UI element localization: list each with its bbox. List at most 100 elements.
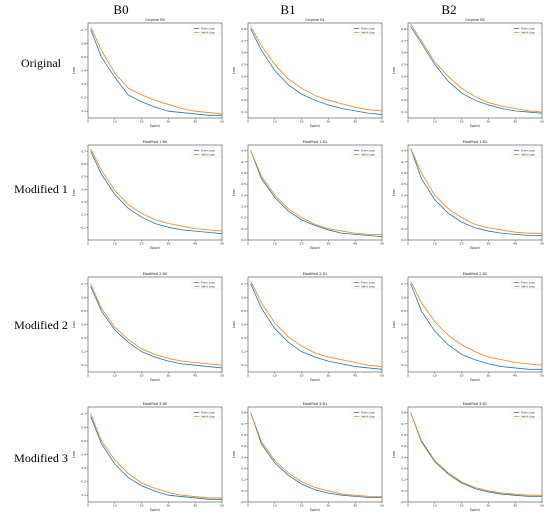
x-tick-label: 30 [326,374,330,378]
y-tick-label: 0.4 [241,193,246,197]
train-loss-line [90,29,222,116]
x-tick-label: 30 [486,504,490,508]
y-tick-label: 0.2 [401,98,406,102]
chart-modified1-b1: Modified 1 B1 0 10 20 30 40 50 0.0 0.1 0.2 0.3 0.4 0… [232,140,384,250]
y-tick-label: 0.1 [81,225,86,229]
x-tick-label: 20 [300,504,304,508]
legend-label: Valid Loss [361,285,375,289]
x-tick-label: 40 [513,374,517,378]
y-tick-label: 0.3 [401,86,406,90]
y-tick-label: 0.5 [241,444,246,448]
valid-loss-line [250,280,383,367]
y-tick-label: 0.2 [401,350,406,354]
valid-loss-line [250,412,382,497]
column-header-b0: B0 [113,2,129,17]
x-axis-label: Epoch [470,246,480,250]
legend-box [191,408,221,420]
x-tick-label: 10 [113,504,117,508]
x-tick-label: 0 [87,504,89,508]
y-tick-label: 0.6 [401,433,406,437]
y-tick-label: 0.5 [81,55,86,59]
x-tick-label: 40 [353,120,357,124]
chart-modified1-b0: Modified 1 B0 0 10 20 30 40 50 0.1 0.2 0.3 0.4 0.5 0… [72,140,224,250]
valid-loss-line [410,280,543,366]
y-tick-label: 0.1 [241,363,246,367]
legend-label: Train Loss [360,411,375,415]
x-tick-label: 40 [353,242,357,246]
legend-box [511,146,541,158]
row-header-modified-1: Modified 1 [14,182,68,196]
x-tick-label: 0 [247,120,249,124]
valid-loss-line [90,26,223,115]
chart-modified2-b0: Modified 2 B0 0 10 20 30 40 50 0.1 0.2 0.3 0.4 0.5 0… [72,272,224,382]
legend-label: Train Loss [520,27,535,31]
legend-label: Train Loss [200,411,215,415]
x-tick-label: 0 [247,242,249,246]
x-tick-label: 40 [193,120,197,124]
x-tick-label: 40 [353,374,357,378]
x-tick-label: 30 [166,374,170,378]
y-axis-label: Loss [232,189,236,196]
x-tick-label: 50 [380,504,384,508]
y-tick-label: 0.6 [81,295,86,299]
x-tick-label: 30 [166,504,170,508]
y-tick-label: 0.4 [241,74,246,78]
x-axis-label: Epoch [470,378,480,382]
y-tick-label: 0.7 [241,282,246,286]
legend-label: Train Loss [360,149,375,153]
y-tick-label: 0.2 [81,213,86,217]
y-axis-label: Loss [232,451,236,458]
y-tick-label: 0.3 [81,82,86,86]
y-tick-label: 0.8 [401,149,406,153]
legend-label: Valid Loss [361,415,375,419]
train-loss-line [410,283,542,370]
y-tick-label: 0.7 [241,422,246,426]
chart-modified3-b2: Modified 3 B2 0 10 20 30 40 50 0.0 0.1 0.2 0.3 0.4 0… [392,402,544,512]
y-tick-label: 0.6 [241,433,246,437]
y-axis-label: Loss [72,321,76,328]
y-tick-label: 0.7 [401,282,406,286]
train-loss-line [250,150,383,238]
chart-title: Original B2 [465,18,485,22]
x-axis-label: Epoch [310,378,320,382]
chart-title: Modified 3 B2 [463,402,488,406]
x-tick-label: 0 [247,504,249,508]
chart-title: Modified 2 B1 [303,272,328,276]
row-header-modified-2: Modified 2 [14,318,68,332]
x-tick-label: 50 [380,374,384,378]
train-loss-line [250,283,383,370]
legend-label: Valid Loss [361,153,375,157]
y-tick-label: 0.1 [401,489,406,493]
y-tick-label: 0.5 [81,439,86,443]
y-tick-label: 0.1 [81,109,86,113]
x-tick-label: 0 [407,120,409,124]
x-tick-label: 50 [540,242,544,246]
legend-label: Train Loss [200,281,215,285]
x-tick-label: 20 [300,120,304,124]
x-tick-label: 30 [166,242,170,246]
legend-label: Train Loss [200,27,215,31]
row-header-modified-3: Modified 3 [14,451,68,465]
legend-label: Valid Loss [201,31,215,35]
x-tick-label: 30 [486,374,490,378]
plot-frame [87,144,223,241]
legend-label: Valid Loss [521,415,535,419]
y-tick-label: 0.0 [241,238,246,242]
y-tick-label: 0.4 [241,323,246,327]
y-tick-label: 0.8 [241,411,246,415]
legend-box [351,408,381,420]
legend-label: Valid Loss [521,153,535,157]
x-tick-label: 0 [87,120,89,124]
x-tick-label: 0 [407,242,409,246]
x-tick-label: 50 [540,120,544,124]
x-tick-label: 10 [433,242,437,246]
y-tick-label: 0.4 [81,453,86,457]
y-tick-label: 0.7 [81,28,86,32]
valid-loss-line [90,148,223,232]
y-tick-label: 0.3 [81,466,86,470]
y-tick-label: 0.7 [241,39,246,43]
x-axis-label: Epoch [150,246,160,250]
plot-frame [87,406,223,503]
valid-loss-line [250,26,383,112]
x-tick-label: 20 [140,504,144,508]
